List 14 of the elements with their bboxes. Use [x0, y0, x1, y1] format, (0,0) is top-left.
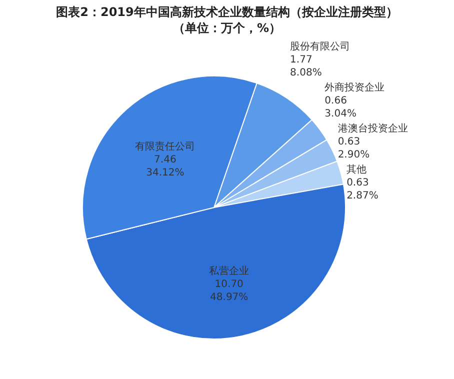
data-label: 1.77 8.08% — [290, 54, 322, 79]
slice-label: 其他 — [346, 164, 367, 176]
slice-label: 股份有限公司 — [290, 40, 350, 53]
data-label: 0.63 2.87% — [346, 178, 378, 202]
chart-subtitle: （单位：万个，%） — [172, 20, 282, 36]
slice-label: 有限责任公司 — [135, 140, 196, 153]
data-label: 0.63 2.90% — [338, 136, 370, 161]
slice-label: 私营企业 — [209, 264, 250, 277]
data-label: 0.66 3.04% — [324, 96, 356, 120]
data-label: 10.70 48.97% — [210, 278, 248, 303]
chart-title: 图表2：2019年中国高新技术企业数量结构（按企业注册类型） — [55, 4, 399, 20]
slice-label: 港澳台投资企业 — [338, 122, 408, 135]
slice-label: 外商投资企业 — [324, 82, 385, 94]
data-label: 7.46 34.12% — [146, 154, 184, 179]
